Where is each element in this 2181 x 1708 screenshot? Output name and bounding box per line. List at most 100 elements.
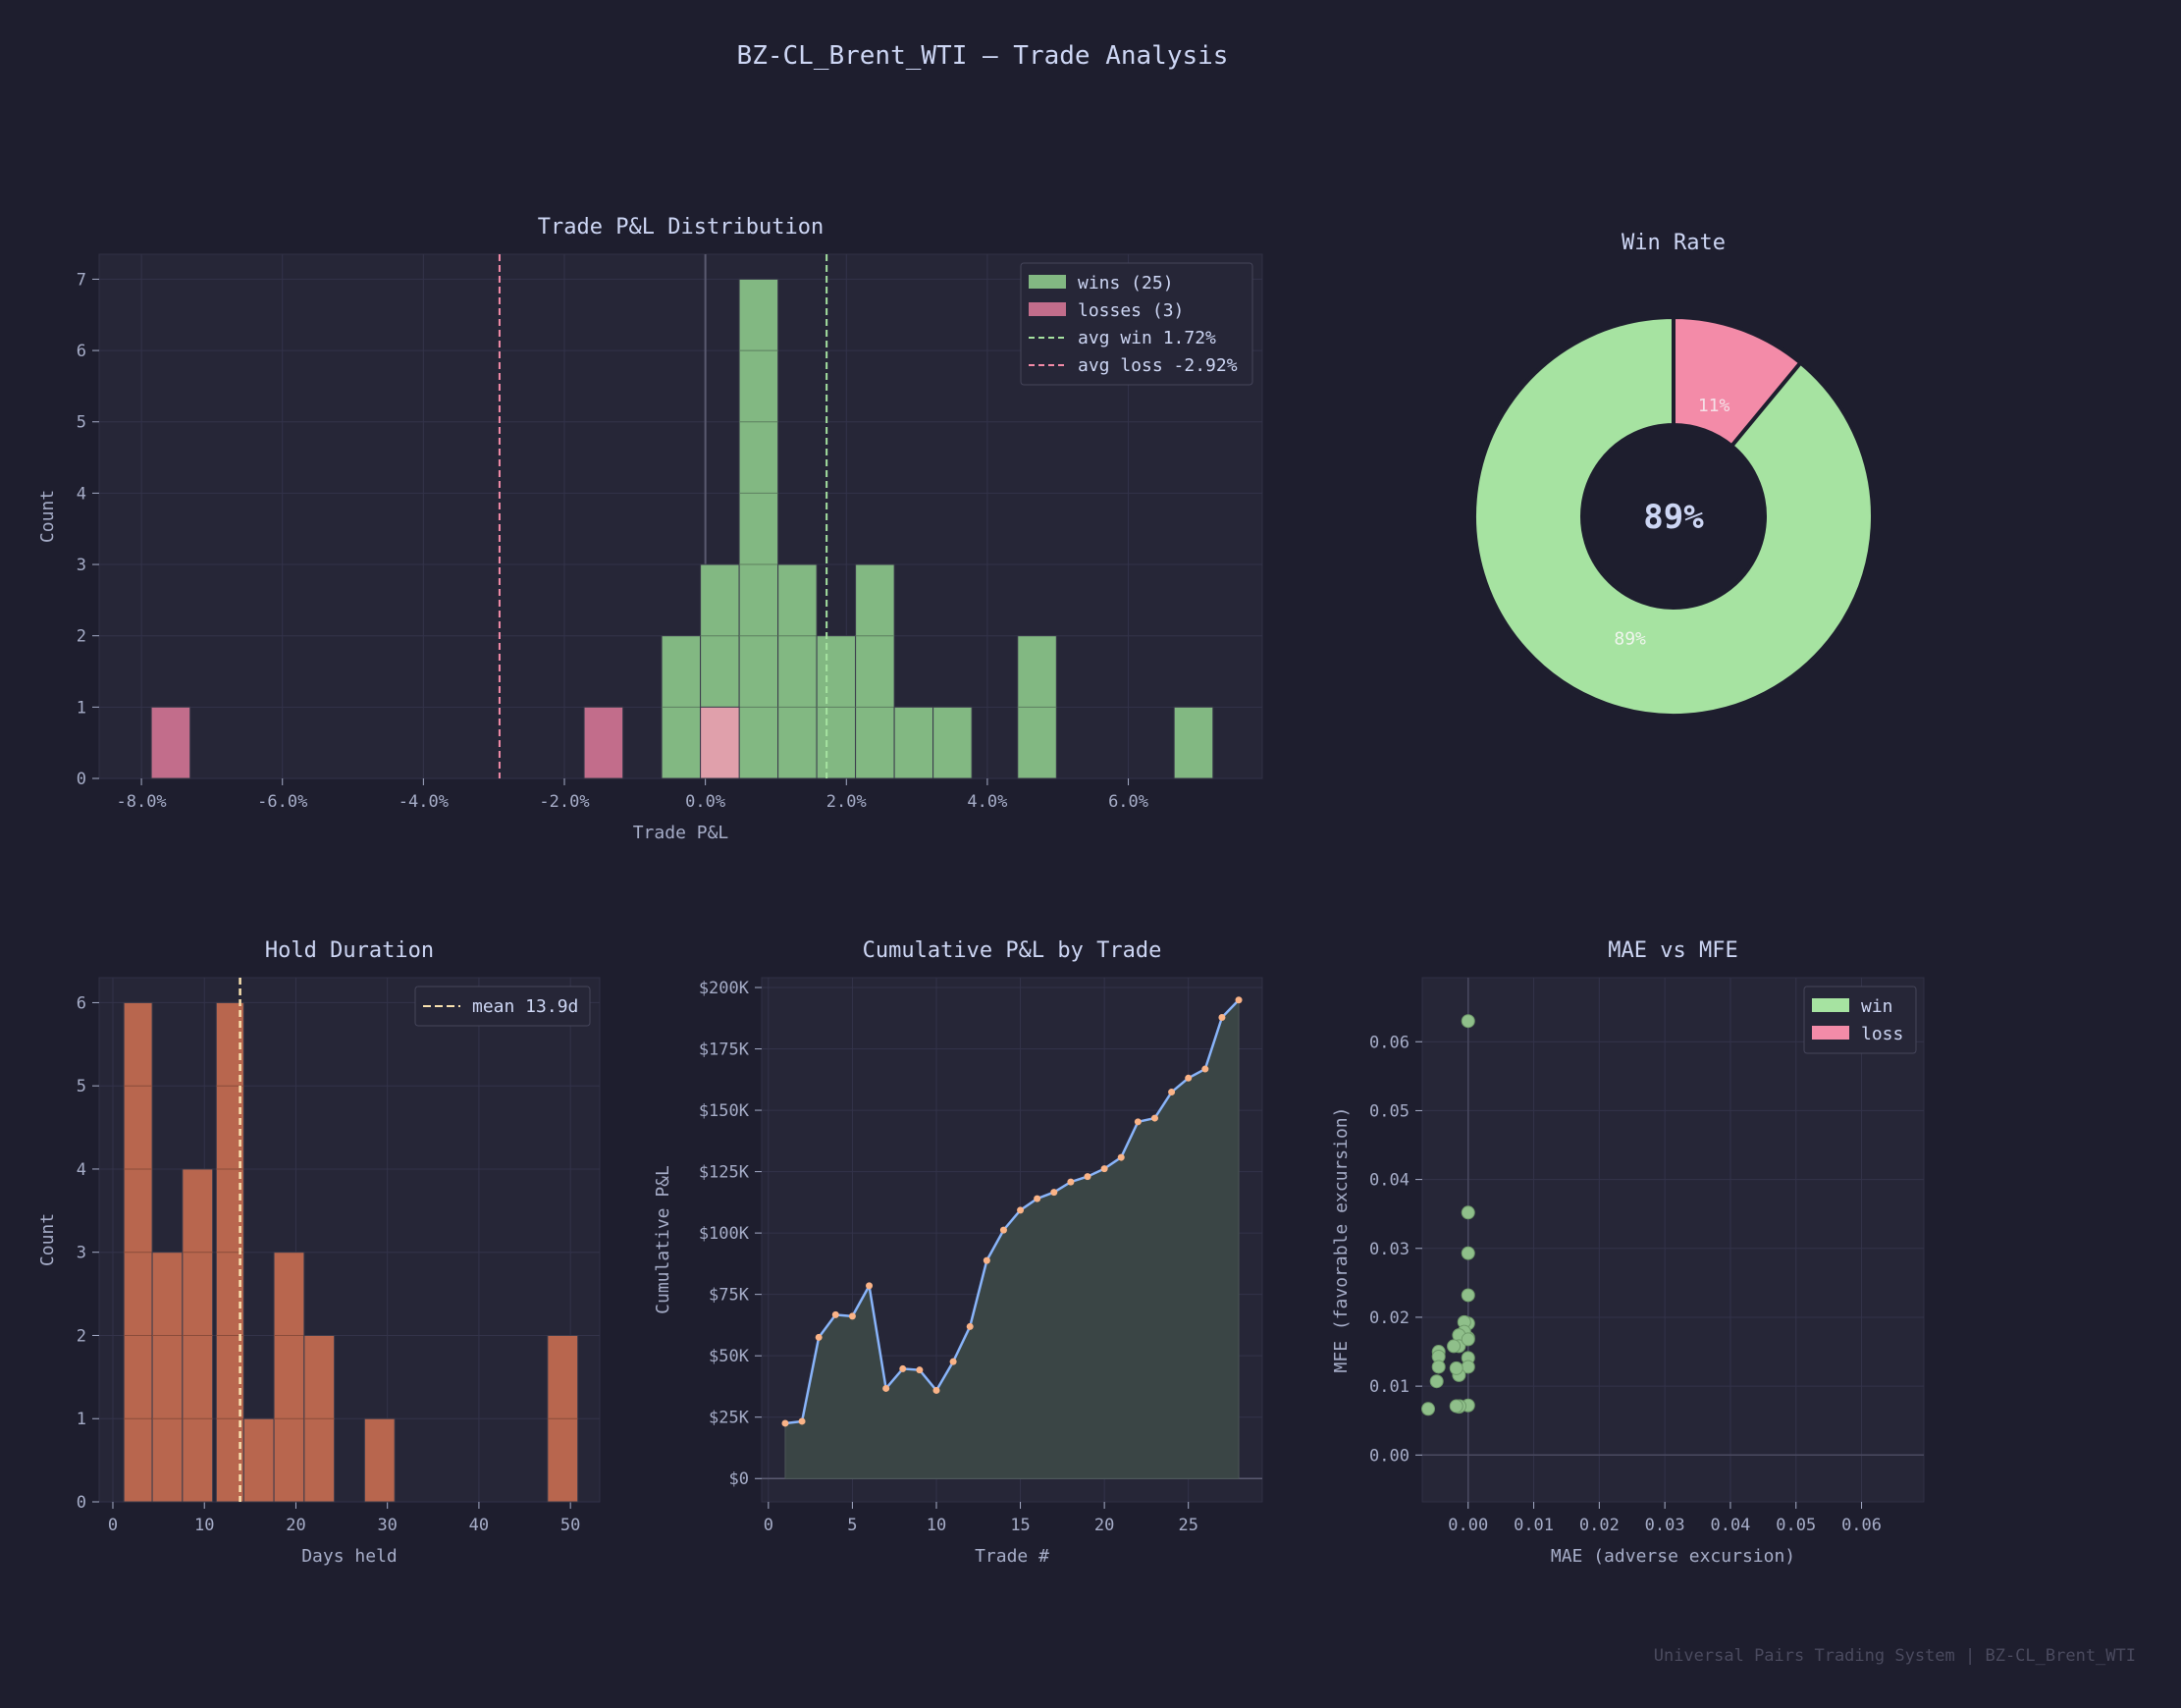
maemfe-point xyxy=(1421,1402,1436,1416)
pnl-bar xyxy=(855,563,895,779)
pnl-ytick-label: 5 xyxy=(77,413,86,433)
maemfe-title: MAE vs MFE xyxy=(1608,938,1737,963)
equity-point xyxy=(1185,1074,1193,1082)
pnl-ytick-label: 6 xyxy=(77,342,86,361)
pnl-bar xyxy=(583,706,624,779)
equity-point xyxy=(916,1366,924,1374)
equity-line xyxy=(784,998,1240,1425)
maemfe-xtick-label: 0.06 xyxy=(1841,1516,1882,1535)
equity-ytick-label: $50K xyxy=(709,1347,750,1366)
legend-swatch xyxy=(1029,302,1066,316)
legend-swatch xyxy=(1812,1026,1849,1040)
equity-point xyxy=(882,1384,890,1392)
legend-label: mean 13.9d xyxy=(472,996,578,1017)
maemfe-ytick-label: 0.02 xyxy=(1369,1308,1410,1328)
footer-text: Universal Pairs Trading System | BZ-CL_B… xyxy=(1654,1646,2136,1666)
hold-xtick-label: 50 xyxy=(560,1516,580,1535)
equity-ytick-label: $75K xyxy=(709,1286,750,1306)
pnl-bar xyxy=(738,278,779,779)
pnl-bar xyxy=(932,706,973,779)
pnl-xtick-label: 6.0% xyxy=(1108,792,1148,812)
equity-point xyxy=(815,1333,823,1341)
pnl-xtick-label: -8.0% xyxy=(116,792,166,812)
winrate-slice-label: 11% xyxy=(1698,396,1730,416)
equity-xtick-label: 0 xyxy=(764,1516,773,1535)
hold-ytick-label: 2 xyxy=(77,1326,86,1346)
winrate-center-label: 89% xyxy=(1643,498,1704,537)
legend-label: avg loss -2.92% xyxy=(1078,355,1238,376)
maemfe-point xyxy=(1447,1339,1462,1354)
pnl-bar xyxy=(150,706,191,779)
equity-point xyxy=(983,1256,990,1264)
equity-ytick-label: $175K xyxy=(699,1041,750,1060)
equity-xtick-label: 25 xyxy=(1178,1516,1197,1535)
maemfe-xtick-label: 0.04 xyxy=(1710,1516,1750,1535)
pnl-xtick-label: 2.0% xyxy=(826,792,867,812)
hold-ytick-label: 5 xyxy=(77,1077,86,1096)
maemfe-point xyxy=(1461,1246,1475,1260)
winrate-chart: Win Rate 11% 89% 89% xyxy=(1472,231,1875,718)
legend-label: losses (3) xyxy=(1078,300,1184,321)
maemfe-point xyxy=(1461,1014,1475,1029)
equity-xtick-label: 10 xyxy=(927,1516,946,1535)
pnl-xtick-label: -2.0% xyxy=(539,792,589,812)
equity-point xyxy=(932,1386,940,1394)
equity-ytick-label: $25K xyxy=(709,1409,750,1428)
winrate-title: Win Rate xyxy=(1622,231,1726,255)
pnl-xtick-label: -4.0% xyxy=(399,792,449,812)
equity-title: Cumulative P&L by Trade xyxy=(863,938,1162,963)
maemfe-xlabel: MAE (adverse excursion) xyxy=(1551,1546,1795,1567)
equity-point xyxy=(1235,996,1243,1004)
pnl-xlabel: Trade P&L xyxy=(633,823,729,843)
equity-point xyxy=(1201,1065,1209,1073)
equity-point xyxy=(1100,1165,1108,1173)
pnl-ytick-label: 2 xyxy=(77,627,86,647)
equity-point xyxy=(1117,1153,1125,1161)
equity-point xyxy=(966,1322,974,1330)
maemfe-point xyxy=(1449,1399,1463,1414)
maemfe-point xyxy=(1461,1288,1475,1303)
equity-point xyxy=(798,1417,806,1425)
hold-chart: 0 10 20 30 40 50 0 1 2 3 4 5 6 Hold Duration Days held… xyxy=(37,938,601,1567)
equity-ylabel: Cumulative P&L xyxy=(653,1165,673,1314)
maemfe-ytick-label: 0.03 xyxy=(1369,1240,1410,1259)
figure-title: BZ-CL_Brent_WTI — Trade Analysis xyxy=(737,41,1229,71)
maemfe-xtick-label: 0.03 xyxy=(1645,1516,1685,1535)
pnl-ytick-label: 3 xyxy=(77,556,86,575)
equity-point xyxy=(1067,1178,1075,1186)
maemfe-chart: 0.00 0.01 0.02 0.03 0.04 0.05 0.06 0.00 0.01 0.02… xyxy=(1331,938,1925,1567)
equity-point xyxy=(781,1419,789,1427)
equity-point xyxy=(1017,1206,1025,1214)
pnl-bar xyxy=(700,706,740,779)
hold-xtick-label: 20 xyxy=(286,1516,305,1535)
hold-xtick-label: 30 xyxy=(377,1516,397,1535)
maemfe-xtick-label: 0.05 xyxy=(1776,1516,1816,1535)
equity-point xyxy=(949,1358,957,1365)
equity-point xyxy=(1084,1173,1091,1181)
equity-xtick-label: 5 xyxy=(847,1516,857,1535)
hold-bar xyxy=(363,1417,396,1503)
maemfe-xtick-label: 0.01 xyxy=(1514,1516,1554,1535)
pnl-bar xyxy=(893,706,934,779)
hold-ytick-label: 6 xyxy=(77,993,86,1013)
pnl-title: Trade P&L Distribution xyxy=(538,215,824,240)
hold-xtick-label: 0 xyxy=(108,1516,118,1535)
equity-xtick-label: 20 xyxy=(1094,1516,1114,1535)
legend-box xyxy=(1020,262,1253,386)
equity-point xyxy=(848,1312,856,1320)
pnl-bar xyxy=(777,563,818,779)
maemfe-point xyxy=(1431,1360,1446,1374)
pnl-bar xyxy=(1173,706,1214,779)
maemfe-point xyxy=(1461,1332,1475,1347)
legend-label: wins (25) xyxy=(1078,273,1174,294)
equity-point xyxy=(899,1364,907,1372)
hold-ytick-label: 4 xyxy=(77,1160,86,1180)
legend-swatch xyxy=(1029,275,1066,289)
hold-ylabel: Count xyxy=(37,1213,58,1266)
maemfe-xtick-label: 0.02 xyxy=(1579,1516,1620,1535)
maemfe-ylabel: MFE (favorable excursion) xyxy=(1331,1107,1352,1373)
maemfe-ytick-label: 0.04 xyxy=(1369,1171,1410,1191)
pnl-chart: -8.0% -6.0% -4.0% -2.0% 0.0% 2.0% 4.0% 6.0% 0 1 2 3… xyxy=(37,215,1263,843)
equity-point xyxy=(1168,1089,1176,1096)
